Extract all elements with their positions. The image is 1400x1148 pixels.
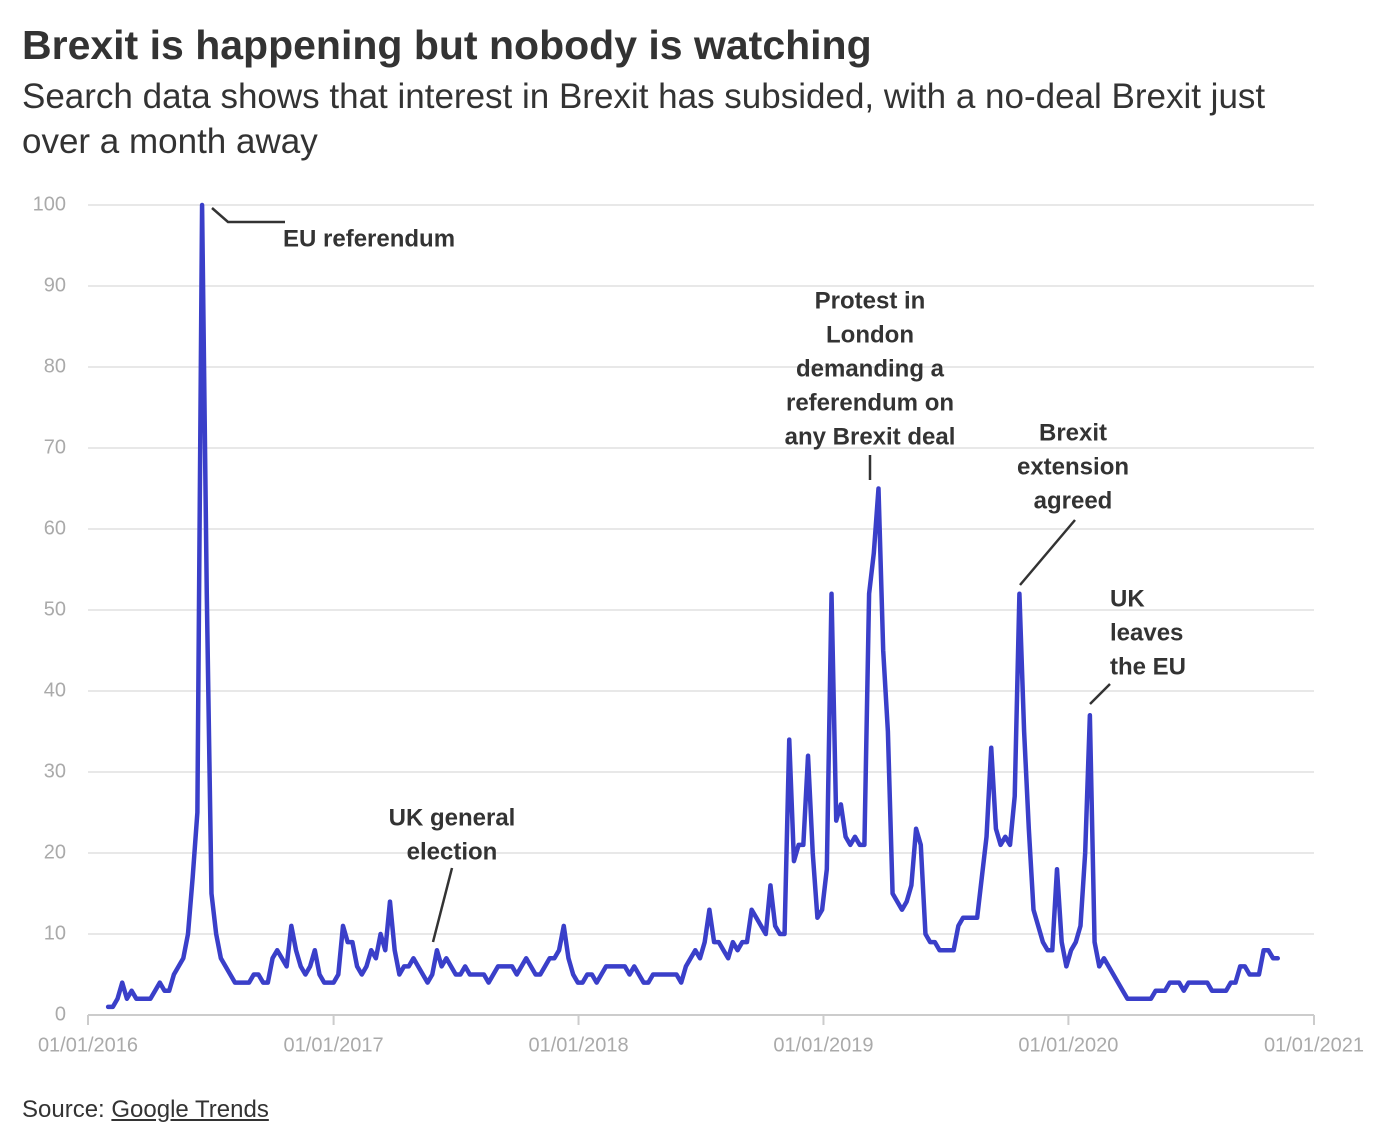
annotation-text: the EU	[1110, 653, 1186, 680]
y-tick-label: 100	[33, 193, 66, 215]
y-tick-label: 50	[44, 598, 66, 620]
chart: 0 10 20 30 40 50 60 70 80 90 100 01/01/2016 01/01/20…	[33, 193, 1364, 1056]
x-tick-label: 01/01/2019	[773, 1034, 873, 1056]
source-label: Source:	[22, 1096, 105, 1123]
annotation-text: UK	[1110, 585, 1145, 612]
annotation-text: agreed	[1034, 487, 1113, 514]
data-line	[105, 202, 1281, 1010]
annotation-text: Protest in	[815, 287, 926, 314]
annotation-text: election	[407, 838, 498, 865]
annotation-text: demanding a	[796, 355, 945, 382]
y-tick-label: 80	[44, 355, 66, 377]
annotation-text: extension	[1017, 453, 1129, 480]
x-tick-label: 01/01/2020	[1018, 1034, 1118, 1056]
annotation-connector	[211, 207, 285, 224]
annotation-connector	[1019, 519, 1076, 586]
y-tick-label: 60	[44, 517, 66, 539]
annotation-connector	[431, 867, 454, 943]
annotation-text: Brexit	[1039, 419, 1107, 446]
y-tick-label: 40	[44, 679, 66, 701]
source-note: Source: Google Trends	[22, 1096, 269, 1124]
source-link[interactable]: Google Trends	[111, 1096, 269, 1123]
x-tick-label: 01/01/2016	[38, 1034, 138, 1056]
x-tick-label: 01/01/2021	[1264, 1034, 1364, 1056]
annotation-text: any Brexit deal	[785, 423, 956, 450]
annotation-text: leaves	[1110, 619, 1183, 646]
y-tick-label: 20	[44, 841, 66, 863]
y-tick-label: 70	[44, 436, 66, 458]
chart-subtitle: Search data shows that interest in Brexi…	[22, 77, 1266, 161]
y-tick-label: 90	[44, 274, 66, 296]
y-tick-label: 30	[44, 760, 66, 782]
y-tick-label: 0	[55, 1003, 66, 1025]
y-tick-label: 10	[44, 922, 66, 944]
annotation-text: London	[826, 321, 914, 348]
annotation-text: EU referendum	[283, 225, 455, 252]
x-tick-label: 01/01/2017	[284, 1034, 384, 1056]
annotation-text: referendum on	[786, 389, 954, 416]
chart-title: Brexit is happening but nobody is watchi…	[22, 22, 872, 68]
x-tick-label: 01/01/2018	[528, 1034, 628, 1056]
annotation-connector	[1089, 683, 1111, 705]
annotation-text: UK general	[389, 804, 516, 831]
